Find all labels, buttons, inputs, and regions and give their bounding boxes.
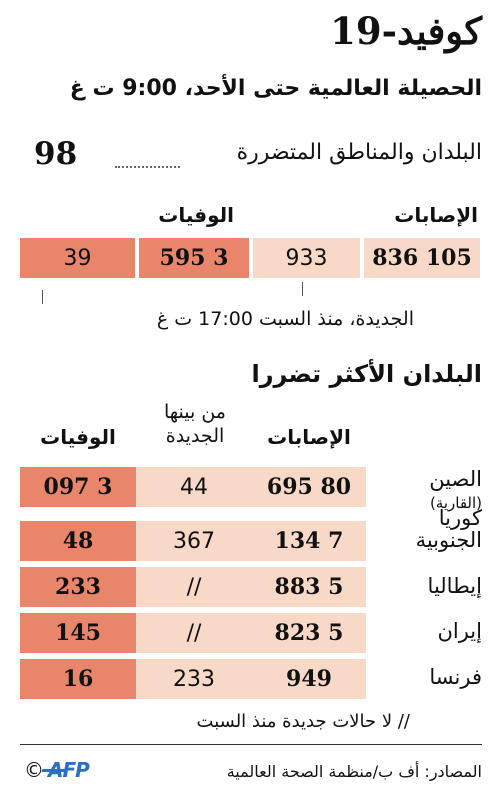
row-country-name: كوريا الجنوبية [415, 506, 482, 552]
subtitle: الحصيلة العالمية حتى الأحد، 9:00 ت غ [69, 76, 482, 101]
most-affected-title: البلدان الأكثر تضررا [251, 360, 482, 388]
col-deaths-header: الوفيات [40, 425, 116, 449]
bracket-tick-deaths [42, 290, 43, 304]
global-cases-total: 105 836 [364, 238, 480, 278]
afp-logo-text: AFP [41, 758, 90, 782]
row-country: كوريا الجنوبية [370, 507, 482, 551]
footer-divider [20, 744, 482, 745]
page-title: كوفيد-19 [330, 9, 482, 53]
row-country-name: فرنسا [429, 665, 482, 689]
new-since-note: الجديدة، منذ السبت 17:00 ت غ [156, 308, 414, 330]
row-deaths: 233 [20, 567, 136, 607]
affected-countries-label: البلدان والمناطق المتضررة [236, 140, 482, 165]
global-deaths-total: 3 595 [139, 238, 249, 278]
row-cases: 5 823 [252, 613, 366, 653]
row-country: الصين (القارية) [370, 468, 482, 514]
row-country: فرنسا [370, 666, 482, 688]
row-country-name: الصين [429, 467, 482, 491]
row-new-cases: // [140, 613, 248, 653]
row-deaths: 145 [20, 613, 136, 653]
row-cases: 5 883 [252, 567, 366, 607]
row-deaths: 48 [20, 521, 136, 561]
row-country: إيطاليا [370, 575, 482, 597]
row-new-cases: 233 [140, 659, 248, 699]
row-country-name: إيران [437, 619, 482, 643]
afp-logo: © AFP [24, 758, 90, 782]
row-deaths: 16 [20, 659, 136, 699]
col-cases-header: الإصابات [267, 425, 351, 449]
row-country-name: إيطاليا [427, 574, 482, 598]
row-new-cases: // [140, 567, 248, 607]
bracket-tick-cases [302, 282, 303, 296]
row-new-cases: 44 [140, 467, 248, 507]
global-cases-new: 933 [253, 238, 360, 278]
row-cases: 949 [252, 659, 366, 699]
row-new-cases: 367 [140, 521, 248, 561]
footnote: // لا حالات جديدة منذ السبت [196, 711, 410, 732]
copyright-icon: © [24, 758, 44, 782]
row-cases: 7 134 [252, 521, 366, 561]
global-cases-header: الإصابات [394, 203, 478, 227]
sources: المصادر: أف ب/منظمة الصحة العالمية [226, 762, 482, 781]
global-deaths-new: 39 [20, 238, 135, 278]
global-deaths-header: الوفيات [158, 203, 234, 227]
affected-countries-count: 98 [34, 136, 78, 172]
row-country-qualifier: (القارية) [429, 494, 482, 512]
affected-countries-row: البلدان والمناطق المتضررة 98 [20, 136, 482, 180]
col-new-header: من بينها الجديدة [164, 401, 226, 447]
row-cases: 80 695 [252, 467, 366, 507]
dotted-leader [115, 166, 180, 168]
row-deaths: 3 097 [20, 467, 136, 507]
row-country: إيران [370, 620, 482, 642]
